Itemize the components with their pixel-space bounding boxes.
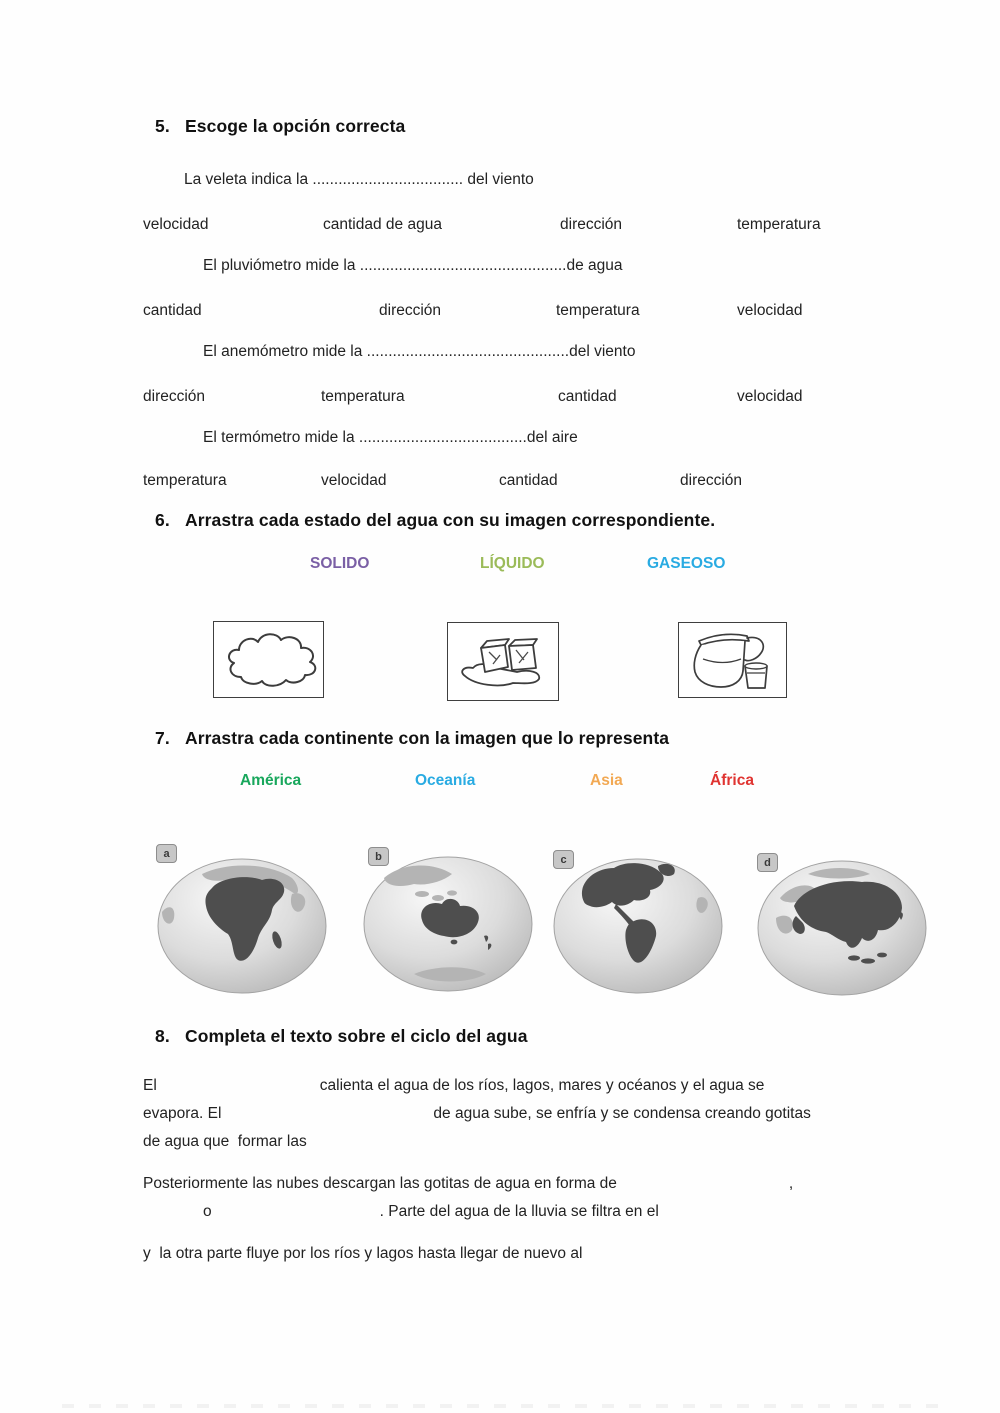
drag-label-america[interactable]: América	[240, 772, 302, 789]
section5-title: Escoge la opción correcta	[185, 116, 406, 136]
cycle-text-line5: o . Parte del agua de la lluvia se filtr…	[143, 1198, 923, 1221]
section7-heading: 7. Arrastra cada continente con la image…	[155, 728, 669, 749]
cycle-l6: y la otra parte fluye por los ríos y lag…	[143, 1245, 583, 1262]
cycle-l4: Posteriormente las nubes descargan las g…	[143, 1175, 617, 1192]
option-cantidad-q3[interactable]: cantidad	[558, 388, 617, 405]
africa-globe-image	[157, 858, 327, 994]
blank-nubes[interactable]	[307, 1128, 487, 1146]
section5-number: 5.	[155, 116, 170, 136]
globe-letter-d-text: d	[764, 856, 771, 869]
cycle-l2-a: evapora. El	[143, 1105, 222, 1122]
option-direccion-q1[interactable]: dirección	[560, 216, 623, 233]
drag-label-gaseoso[interactable]: GASEOSO	[647, 555, 726, 572]
option-cantidad-q2[interactable]: cantidad	[143, 302, 202, 319]
question-termometro: El termómetro mide la ..................…	[203, 429, 578, 446]
option-temperatura-q1[interactable]: temperatura	[737, 216, 821, 233]
section5-heading: 5. Escoge la opción correcta	[155, 116, 405, 137]
globe-letter-c-text: c	[560, 853, 567, 866]
cycle-text-line3: de agua que formar las	[143, 1128, 903, 1151]
cycle-text-line6: y la otra parte fluye por los ríos y lag…	[143, 1240, 923, 1263]
globe-letter-a-text: a	[163, 847, 170, 860]
section6-number: 6.	[155, 510, 170, 530]
cycle-l5-b: . Parte del agua de la lluvia se filtra …	[379, 1203, 659, 1220]
option-direccion-q4[interactable]: dirección	[680, 472, 743, 489]
cycle-l2-b: de agua sube, se enfría y se condensa cr…	[433, 1105, 811, 1122]
water-jug-icon	[692, 633, 768, 689]
cycle-text-line1: El calienta el agua de los ríos, lagos, …	[143, 1072, 903, 1095]
blank-lluvia[interactable]	[617, 1170, 789, 1188]
globe-letter-d: d	[757, 853, 778, 872]
blank-sol[interactable]	[157, 1072, 320, 1090]
question-anemometro: El anemómetro mide la ..................…	[203, 343, 636, 360]
option-direccion-q3[interactable]: dirección	[143, 388, 206, 405]
question-veleta: La veleta indica la ....................…	[184, 171, 534, 188]
option-velocidad-q1[interactable]: velocidad	[143, 216, 209, 233]
section8-title: Completa el texto sobre el ciclo del agu…	[185, 1026, 528, 1046]
cycle-l4-comma: ,	[788, 1175, 794, 1192]
option-temperatura-q4[interactable]: temperatura	[143, 472, 227, 489]
drag-label-africa[interactable]: África	[710, 772, 754, 789]
globe-letter-c: c	[553, 850, 574, 869]
drag-label-liquido[interactable]: LÍQUIDO	[480, 555, 545, 572]
option-temperatura-q3[interactable]: temperatura	[321, 388, 405, 405]
globe-letter-b: b	[368, 847, 389, 866]
globe-letter-b-text: b	[375, 850, 382, 863]
globe-oceania[interactable]: b	[356, 838, 536, 996]
globe-asia[interactable]: d	[750, 842, 930, 1000]
section8-heading: 8. Completa el texto sobre el ciclo del …	[155, 1026, 528, 1047]
asia-globe-image	[757, 860, 927, 996]
option-temperatura-q2[interactable]: temperatura	[556, 302, 640, 319]
state-image-ice[interactable]	[447, 622, 559, 701]
section6-heading: 6. Arrastra cada estado del agua con su …	[155, 510, 715, 531]
option-direccion-q2[interactable]: dirección	[379, 302, 442, 319]
oceania-globe-image	[363, 856, 533, 992]
drag-label-asia[interactable]: Asia	[590, 772, 623, 789]
section7-number: 7.	[155, 728, 170, 748]
drag-label-solido[interactable]: SOLIDO	[310, 555, 370, 572]
cycle-text-line4: Posteriormente las nubes descargan las g…	[143, 1170, 943, 1193]
page-bottom-scan-artifact	[62, 1404, 942, 1408]
option-cantidad-de-agua-q1[interactable]: cantidad de agua	[323, 216, 442, 233]
drag-label-oceania[interactable]: Oceanía	[415, 772, 476, 789]
cycle-l3: de agua que formar las	[143, 1133, 307, 1150]
section8-number: 8.	[155, 1026, 170, 1046]
section7-title: Arrastra cada continente con la imagen q…	[185, 728, 670, 748]
section6-title: Arrastra cada estado del agua con su ima…	[185, 510, 716, 530]
ice-cubes-icon	[461, 637, 541, 686]
blank-nieve[interactable]	[143, 1198, 203, 1216]
cycle-l1-a: El	[143, 1077, 157, 1094]
cycle-l1-b: calienta el agua de los ríos, lagos, mar…	[319, 1077, 765, 1094]
america-globe-image	[553, 858, 723, 994]
blank-granizo[interactable]	[212, 1198, 380, 1216]
option-cantidad-q4[interactable]: cantidad	[499, 472, 558, 489]
blank-suelo[interactable]	[659, 1198, 779, 1216]
option-velocidad-q4[interactable]: velocidad	[321, 472, 387, 489]
globe-africa[interactable]: a	[150, 840, 330, 998]
blank-vapor[interactable]	[221, 1100, 433, 1118]
state-image-jug[interactable]	[678, 622, 787, 698]
cycle-text-line2: evapora. El de agua sube, se enfría y se…	[143, 1100, 923, 1123]
state-image-cloud[interactable]	[213, 621, 324, 698]
option-velocidad-q3[interactable]: velocidad	[737, 388, 803, 405]
blank-mar[interactable]	[582, 1240, 702, 1258]
globe-letter-a: a	[156, 844, 177, 863]
question-pluviometro: El pluviómetro mide la .................…	[203, 257, 623, 274]
option-velocidad-q2[interactable]: velocidad	[737, 302, 803, 319]
globe-america[interactable]: c	[546, 840, 726, 998]
cycle-l5-o: o	[203, 1203, 212, 1220]
cloud-icon	[227, 632, 316, 687]
